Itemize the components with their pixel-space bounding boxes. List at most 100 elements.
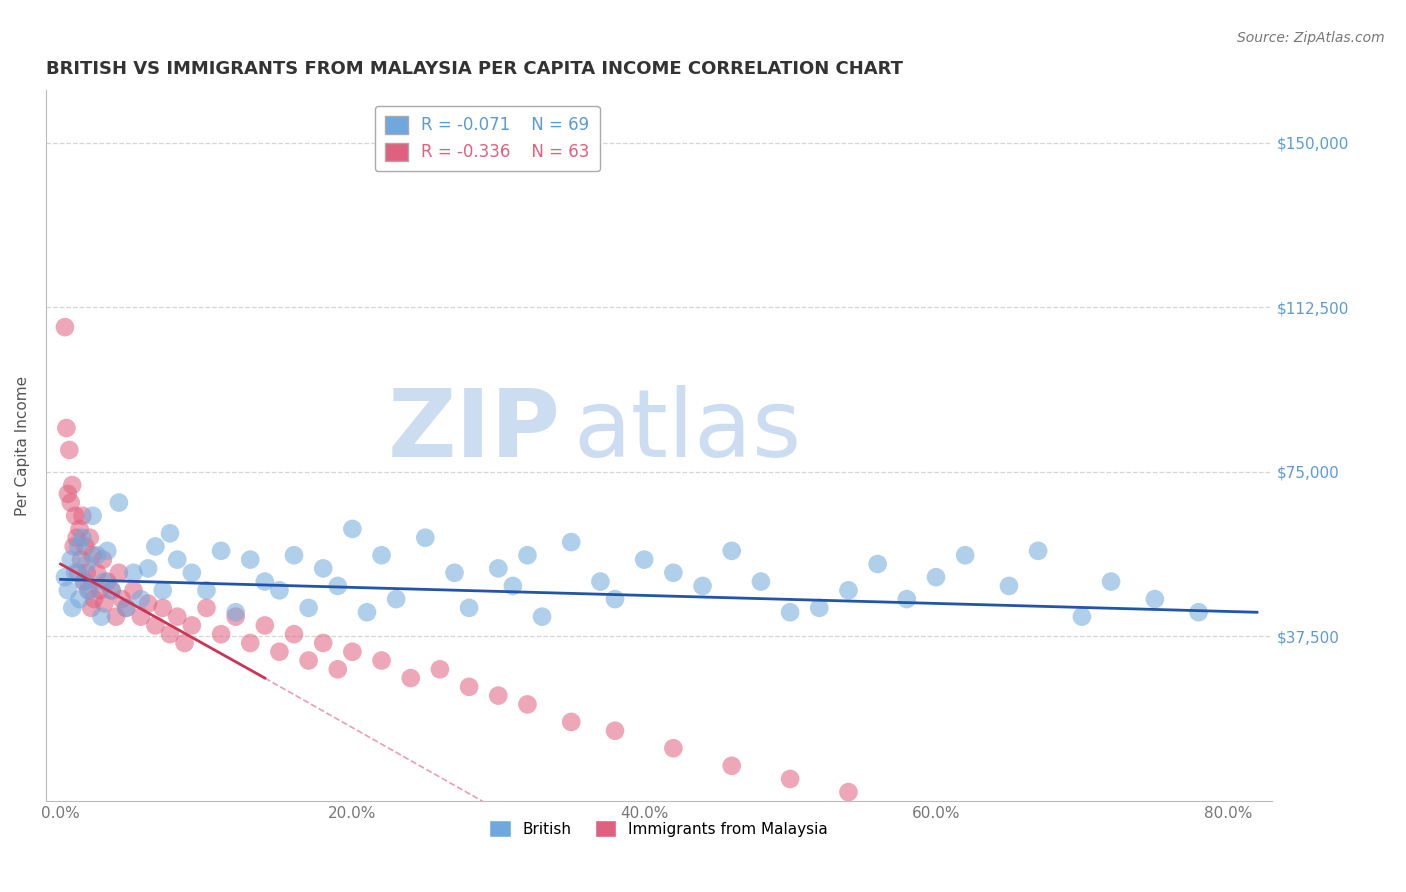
Point xyxy=(145,540,167,554)
Point xyxy=(837,785,859,799)
Point xyxy=(269,583,291,598)
Point xyxy=(67,566,90,580)
Point xyxy=(998,579,1021,593)
Point xyxy=(80,600,103,615)
Point xyxy=(173,636,195,650)
Point xyxy=(1188,605,1211,619)
Point xyxy=(225,605,247,619)
Point xyxy=(253,618,276,632)
Point xyxy=(749,574,772,589)
Point xyxy=(122,566,145,580)
Point xyxy=(89,583,111,598)
Point xyxy=(73,574,96,589)
Point xyxy=(152,600,174,615)
Point xyxy=(166,552,188,566)
Point xyxy=(129,609,152,624)
Text: Source: ZipAtlas.com: Source: ZipAtlas.com xyxy=(1237,31,1385,45)
Point xyxy=(326,662,349,676)
Point xyxy=(385,592,408,607)
Point xyxy=(60,478,83,492)
Point xyxy=(90,609,112,624)
Point xyxy=(779,772,801,786)
Point xyxy=(356,605,378,619)
Point xyxy=(209,627,232,641)
Point xyxy=(83,592,105,607)
Point xyxy=(72,531,94,545)
Point xyxy=(136,597,159,611)
Point xyxy=(283,627,305,641)
Point xyxy=(633,552,655,566)
Point xyxy=(82,548,104,562)
Point xyxy=(76,566,98,580)
Point xyxy=(91,552,114,566)
Point xyxy=(720,544,742,558)
Point xyxy=(589,574,612,589)
Point xyxy=(195,600,218,615)
Point xyxy=(77,583,100,598)
Point xyxy=(370,548,392,562)
Point xyxy=(82,508,104,523)
Point xyxy=(429,662,451,676)
Point xyxy=(180,566,202,580)
Point xyxy=(63,508,86,523)
Point xyxy=(866,557,889,571)
Point xyxy=(297,653,319,667)
Text: atlas: atlas xyxy=(574,385,801,477)
Point xyxy=(69,592,91,607)
Point xyxy=(100,583,122,598)
Point xyxy=(779,605,801,619)
Point xyxy=(53,570,76,584)
Point xyxy=(115,600,138,615)
Point xyxy=(486,561,509,575)
Point xyxy=(60,600,83,615)
Point xyxy=(108,566,131,580)
Point xyxy=(443,566,465,580)
Point xyxy=(73,574,96,589)
Point xyxy=(96,574,118,589)
Point xyxy=(166,609,188,624)
Point xyxy=(516,698,538,712)
Point xyxy=(56,487,79,501)
Legend: British, Immigrants from Malaysia: British, Immigrants from Malaysia xyxy=(484,814,834,843)
Point xyxy=(53,320,76,334)
Point xyxy=(1026,544,1049,558)
Point xyxy=(62,540,84,554)
Point xyxy=(662,741,685,756)
Point xyxy=(108,495,131,509)
Point xyxy=(370,653,392,667)
Point xyxy=(502,579,524,593)
Point xyxy=(486,689,509,703)
Point xyxy=(326,579,349,593)
Point xyxy=(560,535,582,549)
Point xyxy=(692,579,714,593)
Point xyxy=(59,495,82,509)
Point xyxy=(953,548,976,562)
Point xyxy=(1143,592,1166,607)
Point xyxy=(415,531,437,545)
Point xyxy=(79,583,101,598)
Point xyxy=(342,645,364,659)
Point xyxy=(86,548,108,562)
Point xyxy=(269,645,291,659)
Point xyxy=(925,570,948,584)
Point xyxy=(79,531,101,545)
Point xyxy=(59,552,82,566)
Point xyxy=(399,671,422,685)
Point xyxy=(115,600,138,615)
Point xyxy=(63,566,86,580)
Point xyxy=(93,574,115,589)
Point xyxy=(72,508,94,523)
Point xyxy=(70,552,93,566)
Point xyxy=(896,592,918,607)
Point xyxy=(312,561,335,575)
Point xyxy=(560,714,582,729)
Point xyxy=(1070,609,1092,624)
Point xyxy=(253,574,276,589)
Point xyxy=(342,522,364,536)
Point xyxy=(122,583,145,598)
Point xyxy=(837,583,859,598)
Point xyxy=(1099,574,1122,589)
Point xyxy=(93,597,115,611)
Point xyxy=(239,636,262,650)
Point xyxy=(603,592,626,607)
